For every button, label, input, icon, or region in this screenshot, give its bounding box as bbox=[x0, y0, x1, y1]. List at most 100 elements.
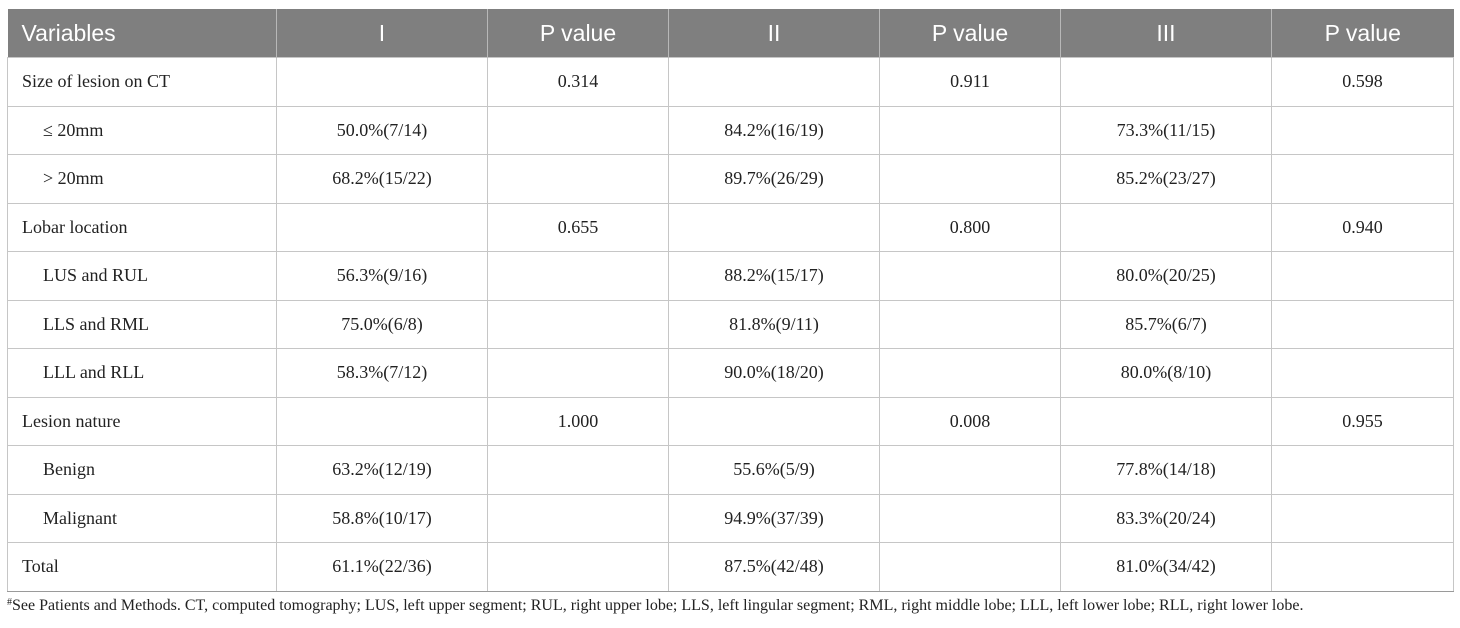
cell-group-ii: 89.7%(26/29) bbox=[668, 154, 880, 204]
row-label: Benign bbox=[7, 445, 277, 495]
table-row-lus-rul: LUS and RUL 56.3%(9/16) 88.2%(15/17) 80.… bbox=[7, 251, 1454, 301]
footnote-marker: # bbox=[7, 597, 12, 608]
cell-p-value-ii bbox=[879, 348, 1061, 398]
cell-p-value-iii bbox=[1271, 154, 1454, 204]
cell-p-value-ii: 0.911 bbox=[879, 57, 1061, 107]
cell-p-value-iii: 0.940 bbox=[1271, 202, 1454, 252]
cell-p-value-ii bbox=[879, 105, 1061, 155]
table-row-le-20mm: ≤ 20mm 50.0%(7/14) 84.2%(16/19) 73.3%(11… bbox=[7, 105, 1454, 155]
cell-p-value-ii bbox=[879, 299, 1061, 349]
cell-p-value-i bbox=[487, 348, 669, 398]
header-p-value-ii: P value bbox=[879, 9, 1061, 58]
row-label: Total bbox=[7, 542, 277, 592]
cell-p-value-i bbox=[487, 299, 669, 349]
cell-group-ii bbox=[668, 396, 880, 446]
cell-p-value-ii bbox=[879, 493, 1061, 543]
cell-group-iii bbox=[1060, 202, 1272, 252]
cell-group-i: 61.1%(22/36) bbox=[276, 542, 488, 592]
header-p-value-i: P value bbox=[487, 9, 669, 58]
cell-p-value-ii: 0.800 bbox=[879, 202, 1061, 252]
cell-group-ii: 81.8%(9/11) bbox=[668, 299, 880, 349]
cell-group-ii: 94.9%(37/39) bbox=[668, 493, 880, 543]
table-row-total: Total 61.1%(22/36) 87.5%(42/48) 81.0%(34… bbox=[7, 542, 1454, 592]
cell-p-value-i: 0.655 bbox=[487, 202, 669, 252]
table-row-lls-rml: LLS and RML 75.0%(6/8) 81.8%(9/11) 85.7%… bbox=[7, 299, 1454, 349]
cell-group-i bbox=[276, 57, 488, 107]
cell-p-value-i: 1.000 bbox=[487, 396, 669, 446]
cell-group-i: 75.0%(6/8) bbox=[276, 299, 488, 349]
cell-p-value-i bbox=[487, 493, 669, 543]
cell-group-iii: 85.7%(6/7) bbox=[1060, 299, 1272, 349]
header-group-iii: III bbox=[1060, 9, 1272, 58]
cell-p-value-iii bbox=[1271, 348, 1454, 398]
cell-group-iii: 80.0%(20/25) bbox=[1060, 251, 1272, 301]
cell-group-i: 58.8%(10/17) bbox=[276, 493, 488, 543]
header-variables: Variables bbox=[7, 9, 277, 58]
table-header: Variables I P value II P value III P val… bbox=[7, 9, 1454, 58]
cell-group-iii: 73.3%(11/15) bbox=[1060, 105, 1272, 155]
row-label: Malignant bbox=[7, 493, 277, 543]
cell-p-value-iii bbox=[1271, 493, 1454, 543]
cell-group-i bbox=[276, 396, 488, 446]
cell-p-value-iii bbox=[1271, 105, 1454, 155]
cell-group-iii: 77.8%(14/18) bbox=[1060, 445, 1272, 495]
footnote-text: See Patients and Methods. CT, computed t… bbox=[12, 597, 1304, 614]
row-label: Lobar location bbox=[7, 202, 277, 252]
row-label: LUS and RUL bbox=[7, 251, 277, 301]
cell-p-value-i bbox=[487, 105, 669, 155]
header-group-ii: II bbox=[668, 9, 880, 58]
table-body: Size of lesion on CT 0.314 0.911 0.598 ≤… bbox=[7, 57, 1454, 592]
cell-p-value-ii bbox=[879, 154, 1061, 204]
table-row-lesion-nature: Lesion nature 1.000 0.008 0.955 bbox=[7, 396, 1454, 446]
cell-group-i: 68.2%(15/22) bbox=[276, 154, 488, 204]
cell-group-ii: 88.2%(15/17) bbox=[668, 251, 880, 301]
cell-group-i bbox=[276, 202, 488, 252]
cell-p-value-iii: 0.598 bbox=[1271, 57, 1454, 107]
cell-p-value-i bbox=[487, 542, 669, 592]
table-row-gt-20mm: > 20mm 68.2%(15/22) 89.7%(26/29) 85.2%(2… bbox=[7, 154, 1454, 204]
cell-group-ii: 87.5%(42/48) bbox=[668, 542, 880, 592]
table-row-lll-rll: LLL and RLL 58.3%(7/12) 90.0%(18/20) 80.… bbox=[7, 348, 1454, 398]
cell-p-value-iii bbox=[1271, 445, 1454, 495]
cell-group-iii: 85.2%(23/27) bbox=[1060, 154, 1272, 204]
cell-p-value-ii bbox=[879, 445, 1061, 495]
cell-group-i: 56.3%(9/16) bbox=[276, 251, 488, 301]
cell-p-value-iii bbox=[1271, 299, 1454, 349]
cell-p-value-i bbox=[487, 445, 669, 495]
table-footnote: #See Patients and Methods. CT, computed … bbox=[7, 597, 1453, 615]
row-label: Size of lesion on CT bbox=[7, 57, 277, 107]
table-row-malignant: Malignant 58.8%(10/17) 94.9%(37/39) 83.3… bbox=[7, 493, 1454, 543]
header-group-i: I bbox=[276, 9, 488, 58]
table-container: Variables I P value II P value III P val… bbox=[7, 9, 1454, 592]
cell-group-ii bbox=[668, 57, 880, 107]
row-label: Lesion nature bbox=[7, 396, 277, 446]
cell-p-value-i bbox=[487, 154, 669, 204]
results-table: Variables I P value II P value III P val… bbox=[7, 9, 1454, 592]
row-label: > 20mm bbox=[7, 154, 277, 204]
cell-group-iii bbox=[1060, 57, 1272, 107]
cell-group-ii: 90.0%(18/20) bbox=[668, 348, 880, 398]
cell-group-iii bbox=[1060, 396, 1272, 446]
cell-p-value-ii bbox=[879, 251, 1061, 301]
row-label: ≤ 20mm bbox=[7, 105, 277, 155]
cell-group-ii bbox=[668, 202, 880, 252]
cell-group-i: 58.3%(7/12) bbox=[276, 348, 488, 398]
cell-p-value-ii: 0.008 bbox=[879, 396, 1061, 446]
cell-group-ii: 55.6%(5/9) bbox=[668, 445, 880, 495]
cell-p-value-iii bbox=[1271, 251, 1454, 301]
row-label: LLS and RML bbox=[7, 299, 277, 349]
cell-p-value-ii bbox=[879, 542, 1061, 592]
header-row: Variables I P value II P value III P val… bbox=[7, 9, 1454, 58]
header-p-value-iii: P value bbox=[1271, 9, 1454, 58]
table-row-size-of-lesion: Size of lesion on CT 0.314 0.911 0.598 bbox=[7, 57, 1454, 107]
cell-p-value-i bbox=[487, 251, 669, 301]
cell-group-i: 50.0%(7/14) bbox=[276, 105, 488, 155]
cell-group-ii: 84.2%(16/19) bbox=[668, 105, 880, 155]
table-row-benign: Benign 63.2%(12/19) 55.6%(5/9) 77.8%(14/… bbox=[7, 445, 1454, 495]
row-label: LLL and RLL bbox=[7, 348, 277, 398]
cell-group-iii: 81.0%(34/42) bbox=[1060, 542, 1272, 592]
cell-p-value-iii bbox=[1271, 542, 1454, 592]
cell-group-iii: 80.0%(8/10) bbox=[1060, 348, 1272, 398]
cell-p-value-i: 0.314 bbox=[487, 57, 669, 107]
cell-group-iii: 83.3%(20/24) bbox=[1060, 493, 1272, 543]
